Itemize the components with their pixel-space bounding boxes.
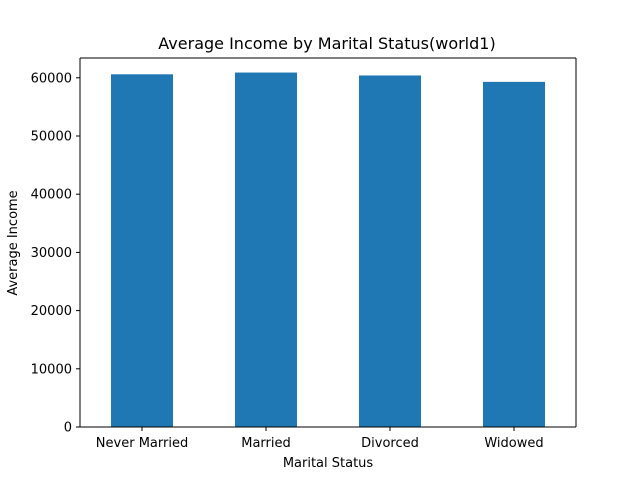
y-tick-label: 20000 — [31, 304, 72, 319]
y-tick-label: 50000 — [31, 129, 72, 144]
bar-widowed — [483, 81, 545, 427]
x-tick-label: Married — [241, 436, 291, 451]
x-axis-label: Marital Status — [283, 456, 374, 471]
y-axis-ticks: 0 10000 20000 30000 40000 50000 60000 — [31, 71, 80, 436]
y-tick-label: 60000 — [31, 71, 72, 86]
y-tick-label: 0 — [64, 421, 72, 436]
y-tick-label: 10000 — [31, 362, 72, 377]
y-tick-label: 40000 — [31, 188, 72, 203]
x-tick-label: Never Married — [96, 436, 188, 451]
bar-married — [235, 72, 297, 427]
x-tick-label: Widowed — [484, 436, 543, 451]
bar-never-married — [111, 74, 173, 427]
plot-area — [79, 57, 577, 428]
x-tick-label: Divorced — [361, 436, 419, 451]
bar-divorced — [359, 75, 421, 427]
y-axis-label: Average Income — [6, 190, 21, 295]
x-axis-ticks: Never Married Married Divorced Widowed — [96, 427, 544, 451]
y-tick-label: 30000 — [31, 246, 72, 261]
chart-title: Average Income by Marital Status(world1) — [158, 34, 495, 53]
